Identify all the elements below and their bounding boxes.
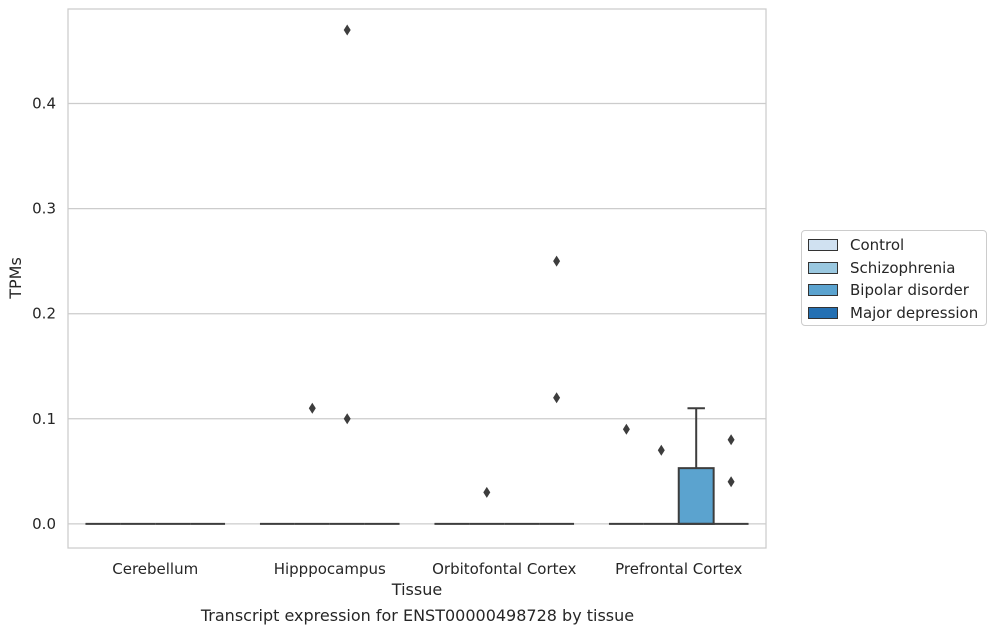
outlier-point-prefrontal-cortex-control (622, 423, 630, 435)
outlier-point-prefrontal-cortex-major-depression (727, 476, 735, 488)
gridlines (68, 102, 766, 525)
outlier-point-orbitofontal-cortex-major-depression (553, 392, 561, 404)
outlier-points (308, 24, 735, 498)
legend-swatch-bipolar-disorder (808, 284, 838, 296)
outlier-point-hipppocampus-bipolar-disorder (343, 24, 351, 36)
y-tick-label: 0.1 (32, 410, 56, 428)
legend-item-control: Control (808, 235, 904, 255)
box-prefrontal-cortex-bipolar-disorder (677, 407, 715, 525)
legend-swatch-major-depression (808, 307, 838, 319)
y-axis-label: TPMs (6, 257, 25, 300)
outlier-point-orbitofontal-cortex-schizophrenia (483, 486, 491, 498)
legend-swatch-control (808, 239, 838, 251)
boxes (85, 407, 749, 525)
box-body (677, 467, 715, 525)
legend-item-bipolar-disorder: Bipolar disorder (808, 280, 969, 300)
x-tick-label-prefrontal-cortex: Prefrontal Cortex (615, 560, 742, 578)
y-tick-label: 0.0 (32, 515, 56, 533)
x-tick-label-cerebellum: Cerebellum (112, 560, 198, 578)
y-tick-label: 0.4 (32, 95, 56, 113)
legend-swatch-schizophrenia (808, 262, 838, 274)
outlier-point-prefrontal-cortex-schizophrenia (657, 444, 665, 456)
x-axis-label: Tissue (391, 580, 442, 599)
y-tick-label: 0.2 (32, 305, 56, 323)
outlier-point-hipppocampus-schizophrenia (308, 402, 316, 414)
x-axis-ticks: Cerebellum Hipppocampus Orbitofontal Corte… (112, 560, 742, 578)
legend-item-major-depression: Major depression (808, 303, 978, 323)
y-axis-ticks: 0.0 0.1 0.2 0.3 0.4 (32, 95, 56, 533)
legend-item-schizophrenia: Schizophrenia (808, 258, 955, 278)
y-tick-label: 0.3 (32, 200, 56, 218)
x-tick-label-hipppocampus: Hipppocampus (274, 560, 386, 578)
legend-label-schizophrenia: Schizophrenia (850, 259, 956, 277)
chart-caption: Transcript expression for ENST0000049872… (200, 606, 635, 625)
legend-label-control: Control (850, 236, 905, 254)
legend-label-major-depression: Major depression (850, 304, 979, 322)
x-tick-label-orbitofontal-cortex: Orbitofontal Cortex (432, 560, 576, 578)
legend-label-bipolar-disorder: Bipolar disorder (850, 281, 969, 299)
outlier-point-orbitofontal-cortex-major-depression (553, 255, 561, 267)
legend: Control Schizophrenia Bipolar disorder M… (801, 230, 987, 326)
outlier-point-prefrontal-cortex-major-depression (727, 434, 735, 446)
plot-area-frame (67, 8, 767, 549)
outlier-point-hipppocampus-bipolar-disorder (343, 413, 351, 425)
